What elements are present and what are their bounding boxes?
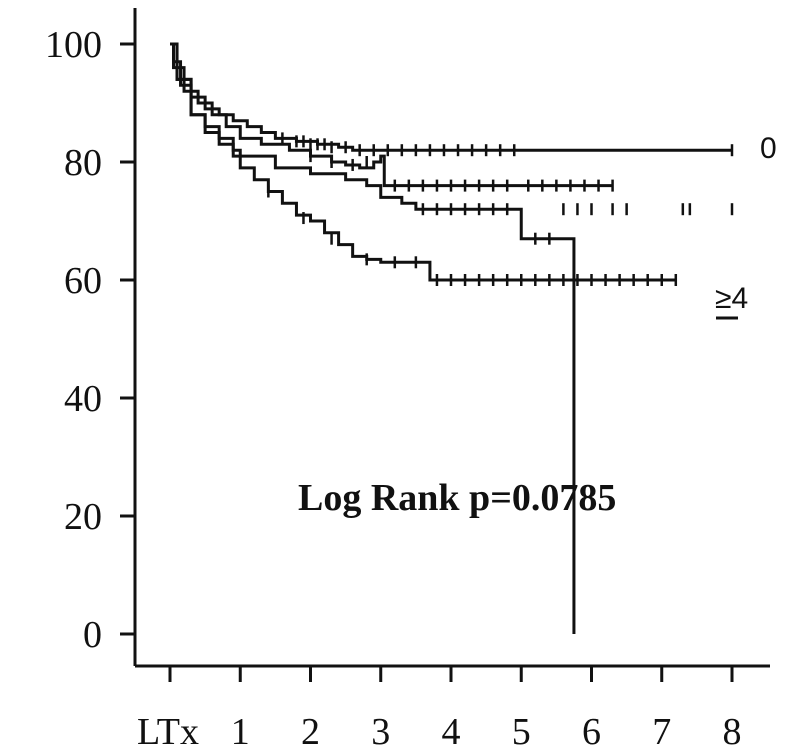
series-3-line <box>170 42 676 282</box>
x-tick-label: 3 <box>371 711 390 753</box>
series-label-0: 0 <box>760 132 777 165</box>
y-tick-label: 100 <box>45 24 102 66</box>
x-tick-label: 1 <box>231 711 250 753</box>
series-0 <box>170 42 734 157</box>
y-tick-label: 20 <box>64 496 102 538</box>
log-rank-annotation: Log Rank p=0.0785 <box>298 477 616 519</box>
x-tick-label: LTx <box>137 711 199 753</box>
y-tick-label: 0 <box>83 614 102 656</box>
x-tick-label: 7 <box>652 711 671 753</box>
series-0-line <box>170 42 732 152</box>
x-tick-label: 8 <box>723 711 742 753</box>
x-axis-ticks: LTx 1 2 3 4 5 6 7 8 <box>137 666 742 753</box>
y-tick-label: 80 <box>64 142 102 184</box>
series-1-line <box>170 42 613 188</box>
y-tick-label: 60 <box>64 260 102 302</box>
y-tick-label: 40 <box>64 378 102 420</box>
survival-curves <box>170 42 734 634</box>
x-tick-label: 2 <box>301 711 320 753</box>
series-1 <box>170 42 614 192</box>
axes <box>133 8 770 668</box>
y-axis-ticks: 100 80 60 40 20 0 <box>45 24 135 656</box>
series-2-line <box>170 42 576 634</box>
series-3 <box>170 42 678 286</box>
x-tick-label: 6 <box>582 711 601 753</box>
series-label-ge4: ≥4 <box>715 282 748 315</box>
x-tick-label: 5 <box>512 711 531 753</box>
x-tick-label: 4 <box>442 711 461 753</box>
series-2 <box>170 42 734 634</box>
